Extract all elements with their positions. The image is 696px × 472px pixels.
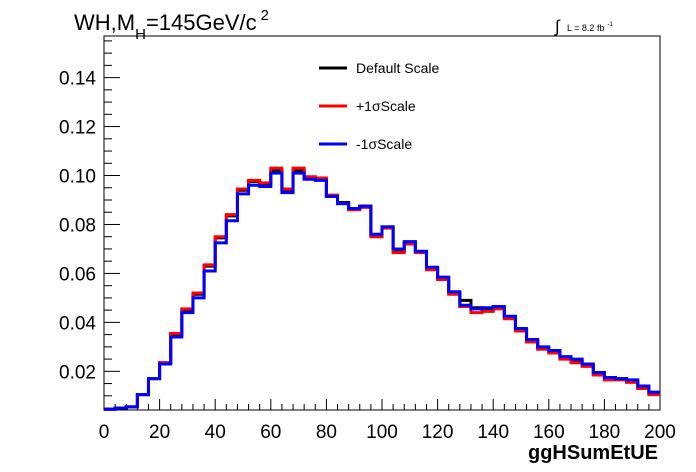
lumi-label: L = 8.2 fb -1 <box>567 22 613 33</box>
y-tick-label: 0.02 <box>59 362 96 383</box>
lumi-integral: ∫ <box>554 17 561 36</box>
series-line-0 <box>104 169 660 411</box>
y-tick-label: 0.14 <box>59 69 96 90</box>
x-tick-label: 160 <box>533 422 565 443</box>
axes: 0 20 40 60 80 100 120 140 160 180 200 0.02 0.04 0.06 0… <box>59 40 676 443</box>
x-tick-label: 60 <box>260 422 281 443</box>
y-tick-label: 0.04 <box>59 313 96 334</box>
series-group <box>104 166 660 411</box>
legend-label: Default Scale <box>356 60 439 76</box>
title-rest: =145GeV/c <box>146 10 257 35</box>
x-tick-label: 120 <box>422 422 454 443</box>
lumi-superscript: -1 <box>607 22 613 28</box>
chart-title: WH,MH=145GeV/c 2 <box>74 7 269 43</box>
title-superscript: 2 <box>261 7 269 24</box>
x-tick-label: 200 <box>644 422 676 443</box>
x-tick-label: 40 <box>205 422 226 443</box>
y-tick-label: 0.08 <box>59 215 96 236</box>
legend-label: -1σScale <box>356 136 412 152</box>
lumi-text: L = 8.2 fb <box>567 23 604 33</box>
x-tick-label: 140 <box>477 422 509 443</box>
title-main: WH,M <box>74 10 135 35</box>
legend-label: +1σScale <box>356 98 416 114</box>
y-tick-label: 0.12 <box>59 118 96 139</box>
plot-frame <box>103 35 661 411</box>
y-tick-label: 0.06 <box>59 264 96 285</box>
x-tick-label: 20 <box>149 422 170 443</box>
x-tick-label: 80 <box>316 422 337 443</box>
y-tick-label: 0.10 <box>59 167 96 188</box>
series-line-1 <box>104 166 660 411</box>
x-tick-label: 100 <box>366 422 398 443</box>
title-subscript: H <box>135 26 146 43</box>
x-tick-label: 0 <box>99 422 110 443</box>
x-axis-label: ggHSumEtUE <box>528 442 658 464</box>
legend: Default Scale +1σScale -1σScale <box>319 60 439 152</box>
x-tick-label: 180 <box>589 422 621 443</box>
series-line-2 <box>104 171 660 411</box>
